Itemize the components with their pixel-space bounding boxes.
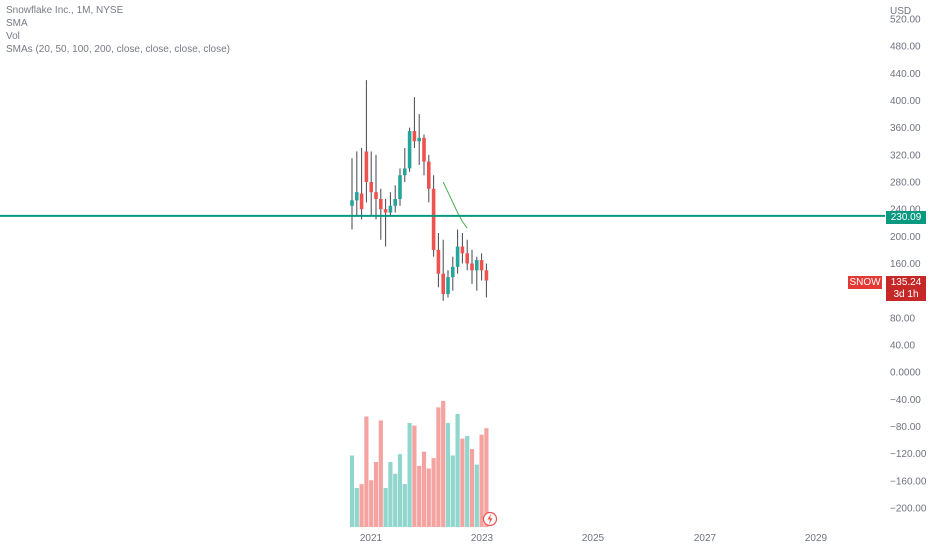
candle-body bbox=[431, 188, 436, 250]
volume-bar bbox=[465, 436, 470, 527]
candle-body bbox=[417, 137, 421, 142]
candle-body bbox=[484, 270, 489, 281]
legend-sma[interactable]: SMA bbox=[6, 18, 28, 29]
price-tick-label: 160.00 bbox=[890, 259, 921, 270]
candle-body bbox=[455, 246, 460, 267]
legend-title[interactable]: Snowflake Inc., 1M, NYSE bbox=[6, 5, 124, 16]
volume-bar bbox=[412, 425, 417, 527]
volume-bar bbox=[354, 488, 359, 527]
volume-bar bbox=[436, 407, 441, 527]
candle-body bbox=[403, 168, 407, 176]
candle-body bbox=[369, 182, 373, 193]
currency-label: USD bbox=[890, 6, 912, 17]
price-tick-label: 400.00 bbox=[890, 96, 921, 107]
time-tick-label: 2029 bbox=[805, 533, 828, 544]
volume-bar bbox=[455, 413, 460, 527]
price-tick-label: 40.00 bbox=[890, 341, 915, 352]
price-tick-label: −40.00 bbox=[890, 395, 921, 406]
volume-bar bbox=[378, 420, 383, 527]
price-tick-label: 240.00 bbox=[890, 205, 921, 216]
legend-smas[interactable]: SMAs (20, 50, 100, 200, close, close, cl… bbox=[6, 44, 230, 55]
candle-body bbox=[350, 200, 354, 206]
level-price-tag[interactable]: 230.09 bbox=[886, 211, 926, 224]
volume-bar bbox=[397, 454, 403, 527]
volume-bar bbox=[441, 400, 446, 527]
time-axis[interactable]: 2021 2023 2025 2027 2029 bbox=[360, 533, 828, 544]
volume-bar bbox=[373, 462, 379, 527]
candle-body bbox=[398, 175, 402, 199]
volume-bar bbox=[426, 468, 431, 527]
price-tick-label: 360.00 bbox=[890, 123, 921, 134]
candle-body bbox=[412, 131, 417, 142]
candle-body bbox=[407, 131, 412, 169]
volume-bar bbox=[393, 473, 398, 527]
candle-body bbox=[465, 253, 469, 264]
candle-body bbox=[374, 192, 378, 199]
price-tick-label: −80.00 bbox=[890, 422, 921, 433]
price-tick-label: 480.00 bbox=[890, 42, 921, 53]
candle-body bbox=[422, 137, 426, 162]
candle-body bbox=[436, 249, 441, 274]
time-tick-label: 2025 bbox=[582, 533, 605, 544]
sma-line bbox=[442, 181, 468, 229]
volume-bar bbox=[460, 438, 465, 527]
volume-layer bbox=[349, 400, 489, 527]
legend: Snowflake Inc., 1M, NYSE SMA Vol SMAs (2… bbox=[6, 4, 230, 56]
price-tick-label: 320.00 bbox=[890, 150, 921, 161]
volume-bar bbox=[421, 451, 427, 527]
volume-bar bbox=[417, 465, 422, 527]
price-tick-label: 280.00 bbox=[890, 178, 921, 189]
volume-bar bbox=[469, 449, 475, 527]
candle-body bbox=[388, 205, 393, 213]
volume-bar bbox=[484, 428, 489, 527]
price-axis[interactable]: 520.00 480.00 440.00 400.00 360.00 320.00 280.… bbox=[890, 15, 927, 515]
volume-bar bbox=[388, 462, 393, 527]
last-price-tag[interactable]: 135.24 bbox=[886, 276, 926, 289]
volume-bar bbox=[402, 484, 407, 527]
price-tick-label: 520.00 bbox=[890, 15, 921, 26]
symbol-tag[interactable]: SNOW bbox=[848, 276, 882, 289]
time-tick-label: 2027 bbox=[694, 533, 717, 544]
legend-vol[interactable]: Vol bbox=[6, 31, 20, 42]
candle-body bbox=[441, 273, 445, 295]
volume-bar bbox=[359, 484, 364, 527]
price-tick-label: −160.00 bbox=[890, 476, 927, 487]
volume-bar bbox=[369, 480, 374, 527]
price-tick-label: −200.00 bbox=[890, 504, 927, 515]
volume-bar bbox=[474, 464, 479, 527]
candle-body bbox=[383, 209, 388, 213]
volume-bar bbox=[364, 416, 369, 527]
candle-body bbox=[379, 198, 383, 210]
time-tick-label: 2021 bbox=[360, 533, 383, 544]
volume-bar bbox=[450, 455, 455, 527]
candles-layer bbox=[350, 80, 489, 301]
volume-bar bbox=[407, 423, 412, 527]
lightning-icon[interactable] bbox=[482, 511, 498, 527]
candle-body bbox=[427, 161, 431, 189]
volume-bar bbox=[349, 455, 355, 527]
candle-body bbox=[451, 266, 455, 278]
candle-body bbox=[479, 260, 484, 271]
candle-body bbox=[475, 260, 479, 271]
volume-bar bbox=[445, 423, 451, 527]
price-tick-label: −120.00 bbox=[890, 449, 927, 460]
price-tick-label: 440.00 bbox=[890, 69, 921, 80]
volume-bar bbox=[383, 488, 388, 527]
price-tick-label: 200.00 bbox=[890, 232, 921, 243]
candle-body bbox=[460, 246, 465, 254]
candle-body bbox=[355, 192, 359, 201]
candle-body bbox=[393, 198, 397, 206]
price-tick-label: 80.00 bbox=[890, 313, 915, 324]
price-tick-label: 0.0000 bbox=[890, 368, 921, 379]
candle-body bbox=[446, 277, 450, 295]
candle-body bbox=[359, 193, 364, 210]
countdown-tag: 3d 1h bbox=[886, 288, 926, 301]
time-tick-label: 2023 bbox=[471, 533, 494, 544]
volume-bar bbox=[479, 434, 484, 527]
candle-body bbox=[364, 151, 369, 182]
volume-bar bbox=[431, 458, 436, 527]
candle-body bbox=[470, 263, 474, 271]
